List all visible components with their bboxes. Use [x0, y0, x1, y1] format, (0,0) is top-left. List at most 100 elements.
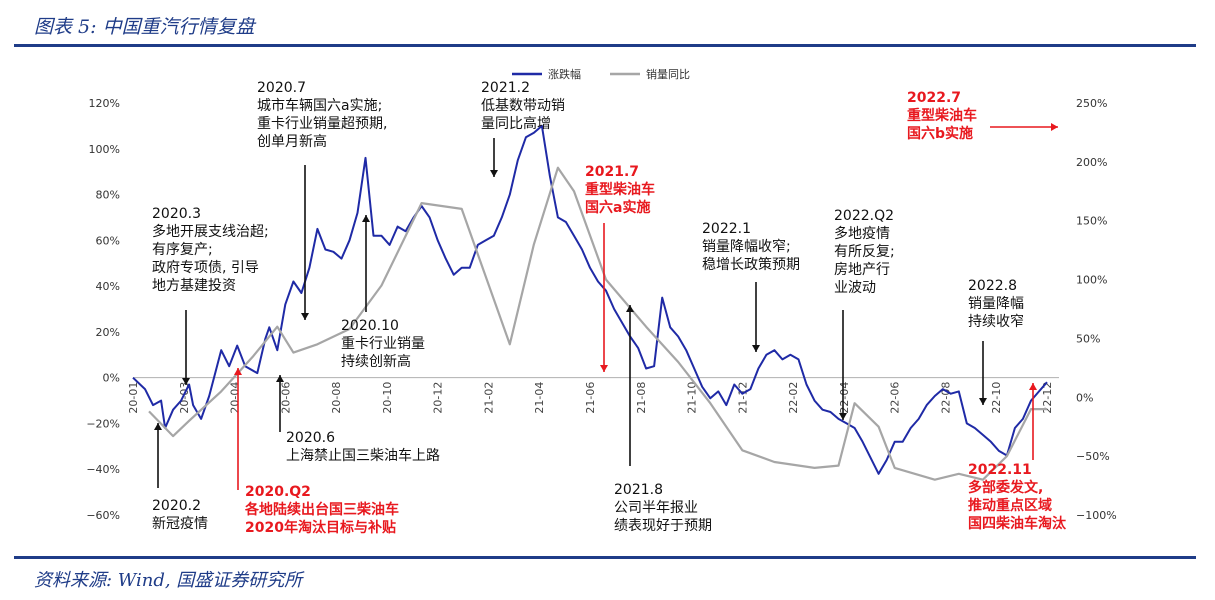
y-right-tick-label: −50%: [1076, 450, 1110, 463]
x-tick-label: 20-04: [229, 382, 242, 414]
y-right-tick-label: −100%: [1076, 509, 1117, 522]
x-tick-label: 20-10: [381, 382, 394, 414]
x-tick-label: 21-10: [686, 382, 699, 414]
bottom-rule: [14, 556, 1196, 559]
annotation-arrow-head: [600, 365, 608, 372]
annotation-arrow-head: [234, 368, 242, 375]
annotation-a2201: 销量降幅收窄;: [702, 238, 791, 255]
annotation-a2107: 重型柴油车: [585, 181, 655, 198]
annotation-a20q2: 各地陆续出台国三柴油车: [244, 501, 399, 518]
annotation-a2208: 销量降幅: [968, 296, 1024, 312]
y-right-tick-label: 50%: [1076, 332, 1100, 345]
annotation-a2208: 2022.8: [968, 278, 1017, 294]
annotation-arrow-head: [276, 375, 284, 382]
annotation-a2211: 多部委发文,: [968, 479, 1043, 496]
annotation-a2006: 2020.6: [286, 430, 335, 446]
annotation-a22q2: 房地产行: [834, 262, 890, 278]
annotation-a2108: 绩表现好于预期: [614, 518, 712, 534]
x-tick-label: 21-04: [533, 382, 546, 414]
annotation-a2102: 2021.2: [481, 80, 530, 96]
annotation-a2211: 2022.11: [968, 462, 1032, 478]
y-left-tick-label: 100%: [89, 143, 120, 156]
x-tick-label: 22-10: [990, 382, 1003, 414]
source-note: 资料来源: Wind, 国盛证券研究所: [34, 570, 303, 591]
annotation-a2207: 重型柴油车: [907, 107, 977, 124]
y-left-tick-label: 40%: [96, 280, 120, 293]
annotation-arrow-head: [979, 398, 987, 405]
top-rule: [14, 44, 1196, 47]
annotation-a2010: 2020.10: [341, 318, 399, 334]
y-left-tick-label: −60%: [86, 509, 120, 522]
annotation-a2003: 有序复产;: [152, 241, 213, 258]
annotation-a2211: 推动重点区域: [968, 497, 1052, 514]
annotation-arrow-head: [362, 215, 370, 222]
x-tick-label: 21-06: [584, 382, 597, 414]
y-left-tick-label: 20%: [96, 326, 120, 339]
x-tick-label: 22-06: [889, 382, 902, 414]
annotation-a2201: 2022.1: [702, 221, 751, 237]
annotation-a2208: 持续收窄: [968, 313, 1024, 330]
annotation-a20q2: 2020年淘汰目标与补贴: [245, 519, 396, 536]
series-line-price: [132, 124, 1048, 475]
annotation-a2007: 重卡行业销量超预期,: [257, 116, 387, 132]
annotation-a2107: 国六a实施: [585, 199, 650, 216]
x-tick-label: 22-08: [939, 382, 952, 414]
annotation-a2207: 2022.7: [907, 90, 961, 106]
annotation-a2010: 重卡行业销量: [341, 336, 425, 352]
legend-label-sales: 销量同比: [646, 67, 690, 81]
x-tick-label: 21-08: [635, 382, 648, 414]
legend-label-price: 涨跌幅: [548, 67, 581, 81]
y-left-tick-label: 60%: [96, 234, 120, 247]
annotation-a2007: 2020.7: [257, 80, 306, 96]
x-tick-label: 20-12: [432, 382, 445, 414]
annotation-a2003: 地方基建投资: [152, 277, 236, 294]
y-right-tick-label: 250%: [1076, 97, 1107, 110]
annotation-a20q2: 2020.Q2: [245, 484, 311, 500]
x-tick-label: 22-12: [1041, 382, 1054, 414]
annotation-a2003: 2020.3: [152, 206, 201, 222]
annotation-a2108: 2021.8: [614, 482, 663, 498]
annotation-a2207: 国六b实施: [907, 125, 973, 142]
y-right-tick-label: 100%: [1076, 274, 1107, 287]
annotation-a2006: 上海禁止国三柴油车上路: [286, 447, 440, 464]
annotation-a2102: 量同比高增: [481, 115, 551, 132]
y-left-tick-label: −20%: [86, 417, 120, 430]
annotation-arrow-head: [626, 305, 634, 312]
y-left-tick-label: 0%: [103, 372, 120, 385]
annotation-arrow-head: [1051, 123, 1058, 131]
annotation-a2010: 持续创新高: [341, 353, 411, 370]
y-right-tick-label: 200%: [1076, 156, 1107, 169]
annotation-arrow-head: [839, 413, 847, 420]
annotation-a2108: 公司半年报业: [614, 500, 698, 516]
x-tick-label: 22-02: [787, 382, 800, 414]
x-tick-label: 20-08: [330, 382, 343, 414]
annotation-a2102: 低基数带动销: [481, 97, 565, 114]
figure-title: 图表 5: 中国重汽行情复盘: [34, 16, 255, 38]
annotation-a2003: 政府专项债, 引导: [152, 260, 259, 276]
y-left-tick-label: 80%: [96, 189, 120, 202]
annotation-a2003: 多地开展支线治超;: [152, 223, 269, 240]
annotation-a22q2: 有所反复;: [834, 243, 895, 260]
annotation-a22q2: 多地疫情: [834, 225, 890, 242]
x-tick-label: 21-12: [736, 382, 749, 414]
annotation-a2211: 国四柴油车淘汰: [968, 515, 1067, 532]
annotation-a2002: 2020.2: [152, 498, 201, 514]
x-tick-label: 20-06: [279, 382, 292, 414]
annotation-arrow-head: [154, 423, 162, 430]
annotation-arrow-head: [490, 170, 498, 177]
annotation-a2007: 创单月新高: [257, 133, 327, 150]
annotation-a22q2: 2022.Q2: [834, 208, 894, 224]
annotation-arrow-head: [182, 378, 190, 385]
annotation-a2002: 新冠疫情: [152, 516, 208, 532]
y-left-tick-label: 120%: [89, 97, 120, 110]
y-right-tick-label: 0%: [1076, 391, 1093, 404]
x-tick-label: 22-04: [838, 382, 851, 414]
annotation-arrow-head: [301, 313, 309, 320]
y-left-tick-label: −40%: [86, 463, 120, 476]
x-tick-label: 21-02: [482, 382, 495, 414]
annotation-a22q2: 业波动: [834, 280, 876, 296]
x-tick-label: 20-01: [127, 382, 140, 414]
series-line-sales: [148, 166, 1047, 481]
annotation-a2107: 2021.7: [585, 164, 639, 180]
